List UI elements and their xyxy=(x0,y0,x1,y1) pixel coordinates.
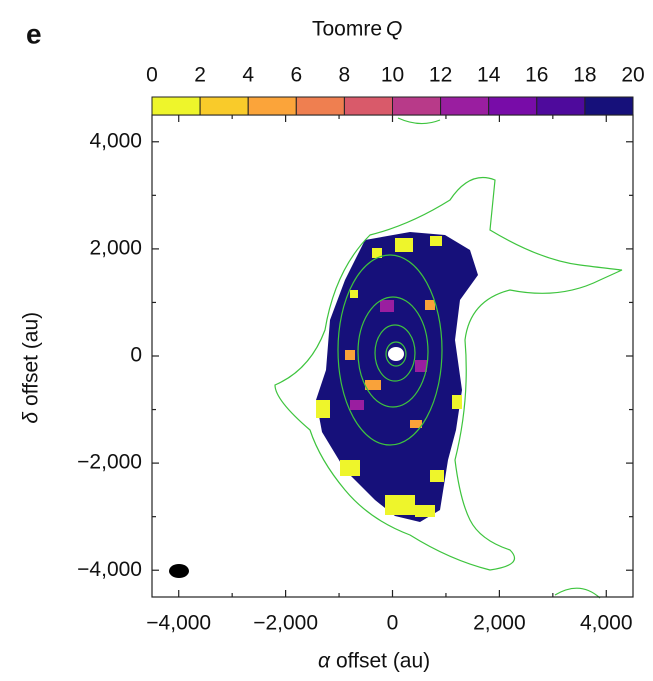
colorbar-title-symbol: Q xyxy=(386,18,402,41)
x-axis-symbol: α xyxy=(318,650,331,673)
colorbar-tick-label: 12 xyxy=(429,64,452,87)
colorbar-tick-label: 14 xyxy=(477,64,501,87)
y-tick-label: −2,000 xyxy=(77,451,142,474)
map-image xyxy=(274,117,623,599)
y-tick-label: 2,000 xyxy=(89,236,142,259)
colorbar-cell xyxy=(584,96,634,116)
y-tick-label: 0 xyxy=(130,344,142,367)
x-tick-label: −4,000 xyxy=(146,612,211,635)
colorbar-tick-label: 4 xyxy=(242,64,254,87)
x-tick-label: −2,000 xyxy=(253,612,318,635)
colorbar-tick-label: 16 xyxy=(525,64,548,87)
colorbar-cell xyxy=(199,96,249,116)
y-axis-label-group: δ offset (au) xyxy=(20,312,43,424)
colorbar-tick-label: 20 xyxy=(621,64,644,87)
y-axis-symbol: δ xyxy=(20,412,43,424)
colorbar-cell xyxy=(247,96,297,116)
y-axis-label: offset (au) xyxy=(20,312,43,406)
colorbar-tick-label: 0 xyxy=(146,64,158,87)
colorbar-tick-label: 6 xyxy=(290,64,302,87)
colorbar-cell xyxy=(343,96,393,116)
colorbar-cell xyxy=(295,96,345,116)
y-tick-label: 4,000 xyxy=(89,129,142,152)
y-tick-label: −4,000 xyxy=(77,558,142,581)
colorbar-tick-label: 8 xyxy=(339,64,351,87)
colorbar-cell xyxy=(488,96,538,116)
colorbar-tick-label: 18 xyxy=(573,64,596,87)
colorbar-tick-label: 10 xyxy=(381,64,404,87)
beam xyxy=(169,564,189,578)
colorbar-cell xyxy=(536,96,586,116)
x-tick-label: 0 xyxy=(387,612,399,635)
panel-label: e xyxy=(26,18,42,49)
colorbar-title: Toomre xyxy=(312,18,382,41)
x-tick-label: 4,000 xyxy=(580,612,633,635)
colorbar-cell xyxy=(151,96,201,116)
colorbar-tick-label: 2 xyxy=(194,64,206,87)
colorbar-cell xyxy=(440,96,490,116)
x-axis-label: offset (au) xyxy=(336,650,430,673)
colorbar-cell xyxy=(392,96,442,116)
x-tick-label: 2,000 xyxy=(473,612,526,635)
